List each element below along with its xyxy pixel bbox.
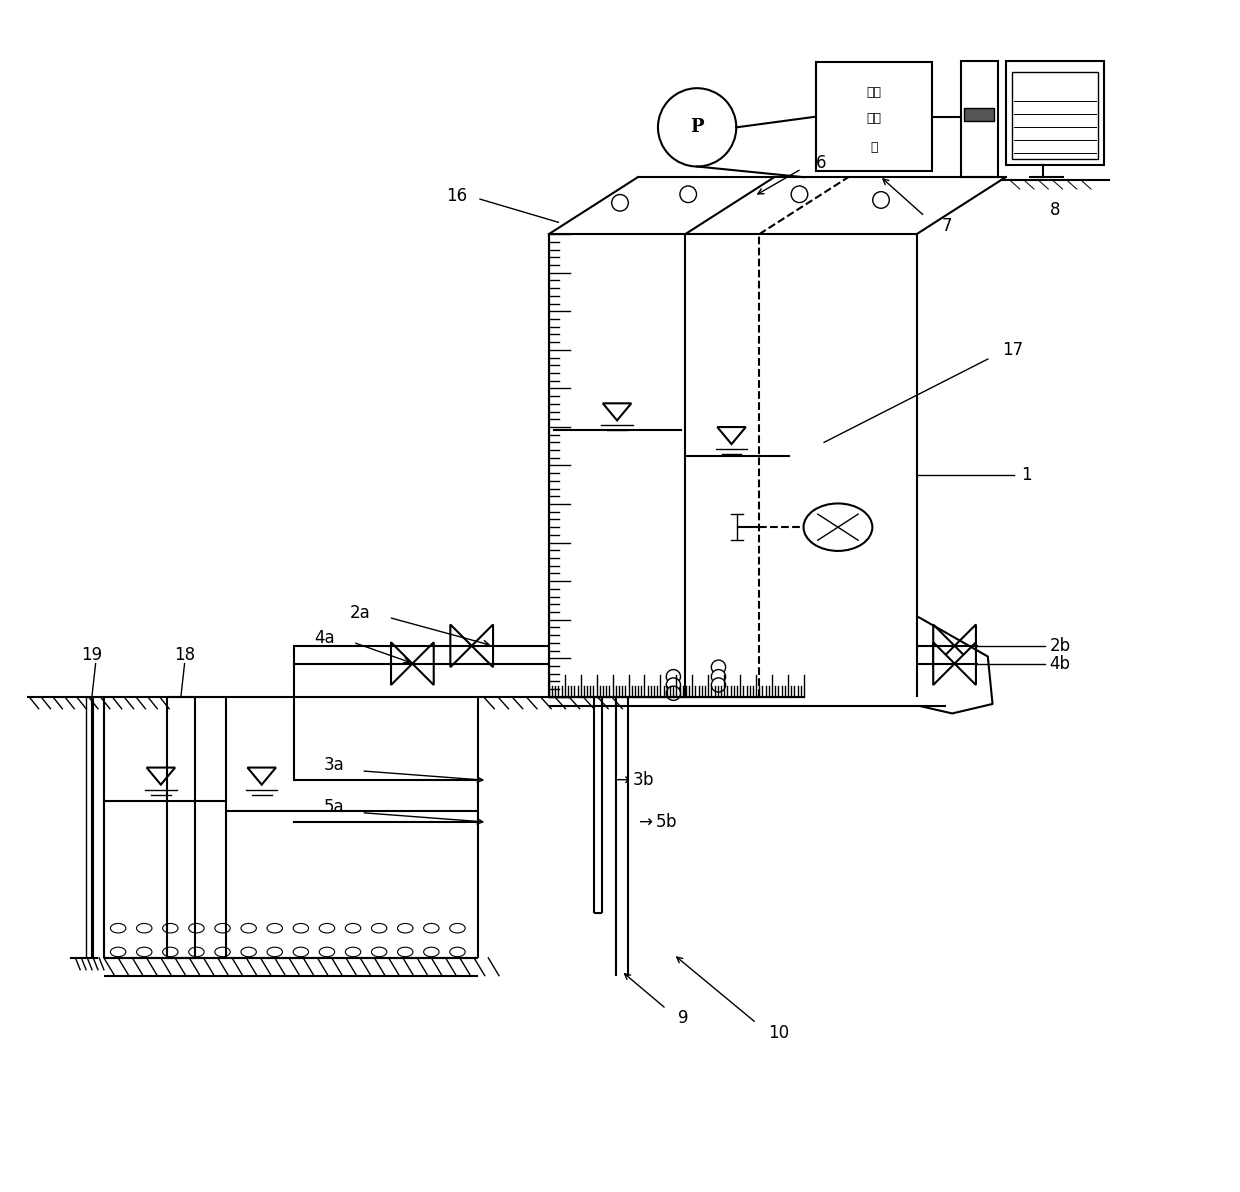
Text: 2b: 2b bbox=[1049, 637, 1070, 654]
Bar bbox=[963, 108, 993, 122]
Polygon shape bbox=[450, 625, 471, 668]
Ellipse shape bbox=[319, 924, 335, 933]
Bar bbox=[166, 697, 195, 958]
Ellipse shape bbox=[372, 924, 387, 933]
Bar bbox=[1012, 72, 1099, 160]
Polygon shape bbox=[955, 625, 976, 668]
Circle shape bbox=[712, 678, 725, 693]
Text: 9: 9 bbox=[678, 1010, 688, 1028]
Text: 19: 19 bbox=[82, 646, 103, 664]
Text: P: P bbox=[691, 118, 704, 136]
Ellipse shape bbox=[398, 948, 413, 957]
Text: 6: 6 bbox=[816, 154, 826, 172]
Polygon shape bbox=[934, 642, 955, 685]
Circle shape bbox=[666, 670, 681, 684]
Circle shape bbox=[658, 88, 737, 167]
Text: 8: 8 bbox=[1049, 201, 1060, 219]
Ellipse shape bbox=[162, 948, 179, 957]
Polygon shape bbox=[717, 427, 745, 445]
Circle shape bbox=[712, 660, 725, 675]
Ellipse shape bbox=[424, 948, 439, 957]
Polygon shape bbox=[413, 642, 434, 685]
Text: 17: 17 bbox=[1002, 341, 1023, 359]
Text: $\rightarrow$5b: $\rightarrow$5b bbox=[635, 813, 678, 831]
Ellipse shape bbox=[188, 948, 205, 957]
Polygon shape bbox=[934, 625, 955, 668]
Polygon shape bbox=[248, 768, 277, 784]
Text: 1: 1 bbox=[1021, 466, 1032, 484]
Ellipse shape bbox=[110, 924, 125, 933]
Ellipse shape bbox=[188, 924, 205, 933]
Polygon shape bbox=[146, 768, 175, 784]
Ellipse shape bbox=[804, 503, 873, 551]
Polygon shape bbox=[955, 642, 976, 685]
Text: 3a: 3a bbox=[324, 756, 345, 774]
Ellipse shape bbox=[398, 924, 413, 933]
Ellipse shape bbox=[241, 924, 257, 933]
Ellipse shape bbox=[450, 924, 465, 933]
Text: 7: 7 bbox=[941, 217, 952, 235]
Ellipse shape bbox=[293, 948, 309, 957]
Ellipse shape bbox=[267, 948, 283, 957]
Polygon shape bbox=[471, 625, 494, 668]
Text: 4a: 4a bbox=[315, 628, 335, 646]
Text: 4b: 4b bbox=[1049, 654, 1070, 672]
Ellipse shape bbox=[450, 948, 465, 957]
Circle shape bbox=[791, 186, 807, 203]
Bar bbox=[816, 62, 932, 172]
Polygon shape bbox=[603, 403, 631, 421]
Text: 16: 16 bbox=[445, 187, 466, 205]
Text: 5a: 5a bbox=[324, 797, 345, 815]
Ellipse shape bbox=[372, 948, 387, 957]
Ellipse shape bbox=[110, 948, 125, 957]
Ellipse shape bbox=[267, 924, 283, 933]
Ellipse shape bbox=[162, 924, 179, 933]
Ellipse shape bbox=[215, 948, 231, 957]
Ellipse shape bbox=[345, 924, 361, 933]
Text: 18: 18 bbox=[174, 646, 195, 664]
Circle shape bbox=[680, 186, 697, 203]
Bar bbox=[961, 61, 998, 178]
Circle shape bbox=[666, 678, 681, 693]
Polygon shape bbox=[391, 642, 413, 685]
Ellipse shape bbox=[293, 924, 309, 933]
Text: 数据: 数据 bbox=[867, 86, 882, 99]
Ellipse shape bbox=[215, 924, 231, 933]
Text: 10: 10 bbox=[769, 1024, 790, 1042]
Text: $\rightarrow$3b: $\rightarrow$3b bbox=[611, 771, 655, 789]
Bar bbox=[1006, 61, 1104, 166]
Circle shape bbox=[873, 192, 889, 209]
Ellipse shape bbox=[136, 924, 153, 933]
Circle shape bbox=[666, 687, 681, 701]
Text: 卡: 卡 bbox=[870, 141, 878, 154]
Ellipse shape bbox=[424, 924, 439, 933]
Circle shape bbox=[611, 194, 629, 211]
Circle shape bbox=[712, 670, 725, 684]
Ellipse shape bbox=[345, 948, 361, 957]
Ellipse shape bbox=[241, 948, 257, 957]
Text: 采集: 采集 bbox=[867, 112, 882, 125]
Ellipse shape bbox=[319, 948, 335, 957]
Text: 2a: 2a bbox=[350, 603, 371, 621]
Ellipse shape bbox=[136, 948, 153, 957]
